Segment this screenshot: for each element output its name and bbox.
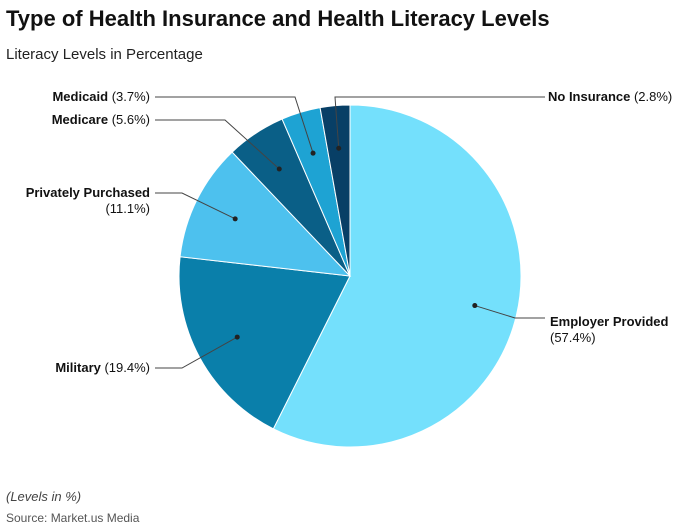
- pie-slice-no-insurance: [319, 104, 351, 277]
- slice-label-value: (5.6%): [108, 112, 150, 127]
- chart-title: Type of Health Insurance and Health Lite…: [6, 6, 550, 31]
- slice-label-value: (3.7%): [108, 89, 150, 104]
- chart-note: (Levels in %): [6, 489, 82, 504]
- chart-subtitle: Literacy Levels in Percentage: [6, 46, 203, 63]
- leader-line: [334, 96, 545, 149]
- leader-line: [155, 96, 314, 154]
- leader-dot: [232, 216, 238, 222]
- pie-slice-employer-provided: [272, 104, 522, 448]
- slice-label: Employer Provided (57.4%): [550, 314, 669, 345]
- leader-dot: [234, 334, 240, 340]
- leader-line: [474, 305, 545, 319]
- leader-line: [155, 192, 236, 220]
- leader-dot: [276, 166, 282, 172]
- slice-label-name: No Insurance: [548, 89, 630, 104]
- slice-label-name: Employer Provided: [550, 314, 669, 329]
- slice-label: Medicare (5.6%): [52, 112, 150, 127]
- slice-label-name: Medicaid: [52, 89, 108, 104]
- leader-dot: [472, 303, 478, 309]
- slice-label: Privately Purchased (11.1%): [26, 185, 150, 216]
- leader-dot: [310, 150, 316, 156]
- leader-line: [155, 336, 238, 369]
- slice-label-value: (2.8%): [630, 89, 672, 104]
- slice-label-name: Military: [55, 360, 101, 375]
- leader-dot: [336, 145, 342, 151]
- slice-label-value: (11.1%): [105, 201, 150, 216]
- slice-label: No Insurance (2.8%): [548, 89, 672, 104]
- slice-label: Military (19.4%): [55, 360, 150, 375]
- pie-slice-military: [178, 256, 351, 430]
- leader-line: [155, 119, 280, 170]
- slice-label: Medicaid (3.7%): [52, 89, 150, 104]
- slice-label-name: Privately Purchased: [26, 185, 150, 200]
- slice-label-name: Medicare: [52, 112, 108, 127]
- slice-label-value: (57.4%): [550, 330, 596, 345]
- chart-source: Source: Market.us Media: [6, 511, 140, 525]
- slice-label-value: (19.4%): [101, 360, 150, 375]
